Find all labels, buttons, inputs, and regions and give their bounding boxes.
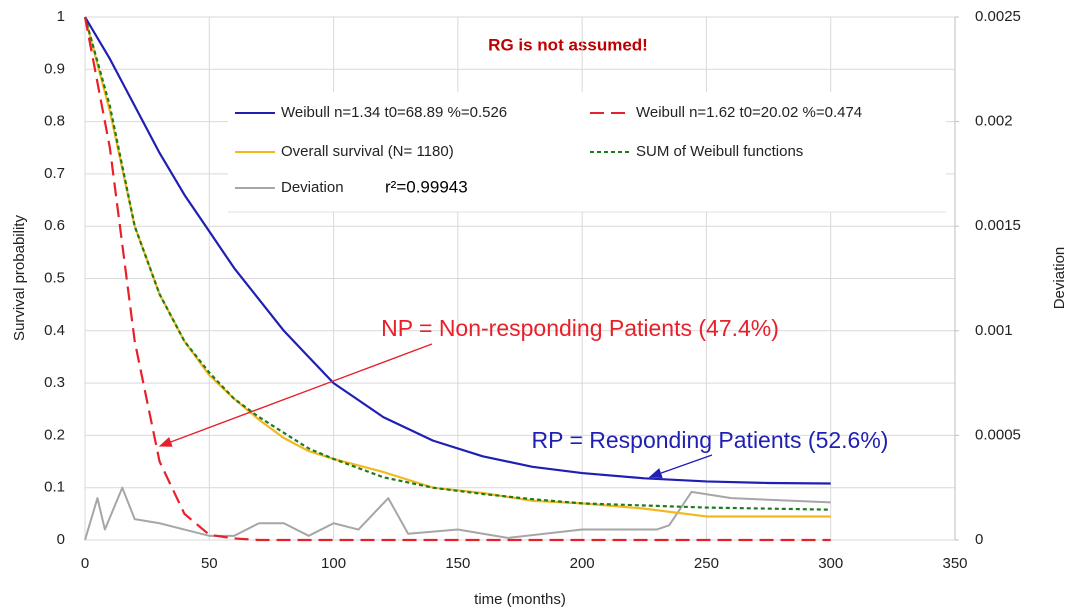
legend-label: Deviation xyxy=(281,179,344,196)
series-line xyxy=(84,486,831,541)
y2-tick-label: 0.001 xyxy=(975,322,1013,339)
y-tick-label: 0.3 xyxy=(44,374,65,391)
y-tick-label: 0 xyxy=(57,531,65,548)
fit-label: r²=0.99943 xyxy=(385,177,468,196)
y2-tick-label: 0 xyxy=(975,531,983,548)
y-axis-label: Survival probability xyxy=(11,215,28,341)
annotation-arrow xyxy=(648,454,713,478)
y2-axis-label: Deviation xyxy=(1051,247,1068,310)
y-tick-label: 1 xyxy=(57,8,65,25)
x-tick-label: 200 xyxy=(570,555,595,572)
x-tick-label: 350 xyxy=(942,555,967,572)
x-tick-label: 100 xyxy=(321,555,346,572)
x-tick-label: 50 xyxy=(201,555,218,572)
series-line xyxy=(83,16,831,511)
legend-label: Overall survival (N= 1180) xyxy=(281,143,454,160)
x-tick-label: 300 xyxy=(818,555,843,572)
y-tick-label: 0.4 xyxy=(44,322,65,339)
series-line xyxy=(84,16,831,485)
x-axis-label: time (months) xyxy=(474,591,566,608)
y-tick-label: 0.1 xyxy=(44,479,65,496)
y2-tick-label: 0.002 xyxy=(975,113,1013,130)
legend-label: SUM of Weibull functions xyxy=(636,143,803,160)
legend-box xyxy=(228,92,946,212)
x-tick-label: 150 xyxy=(445,555,470,572)
chart-title: RG is not assumed! xyxy=(488,35,648,54)
y-tick-label: 0.2 xyxy=(44,426,65,443)
y-tick-label: 0.9 xyxy=(44,60,65,77)
y-tick-label: 0.6 xyxy=(44,217,65,234)
x-tick-label: 0 xyxy=(81,555,89,572)
y2-tick-label: 0.0015 xyxy=(975,217,1021,234)
y2-tick-label: 0.0025 xyxy=(975,8,1021,25)
annotation: NP = Non-responding Patients (47.4%) xyxy=(381,315,779,341)
x-tick-label: 250 xyxy=(694,555,719,572)
annotation: RP = Responding Patients (52.6%) xyxy=(532,427,889,453)
legend-label: Weibull n=1.34 t0=68.89 %=0.526 xyxy=(281,104,507,121)
y-tick-label: 0.7 xyxy=(44,165,65,182)
y-tick-label: 0.5 xyxy=(44,269,65,286)
series-line xyxy=(83,16,831,542)
annotation-arrow xyxy=(158,343,433,447)
legend-label: Weibull n=1.62 t0=20.02 %=0.474 xyxy=(636,104,862,121)
y2-tick-label: 0.0005 xyxy=(975,426,1021,443)
y-tick-label: 0.8 xyxy=(44,113,65,130)
